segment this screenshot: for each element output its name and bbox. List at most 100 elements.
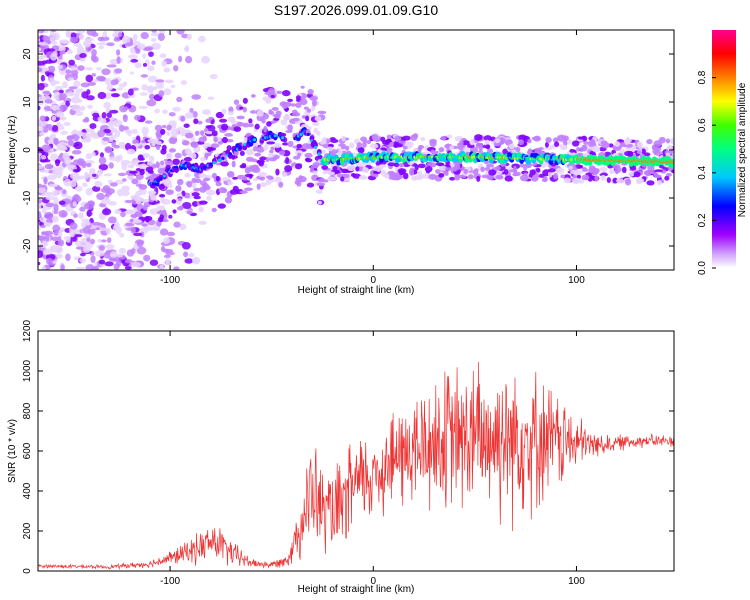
spectrogram-cell: [314, 116, 322, 122]
spectrogram-cell: [71, 104, 81, 111]
spectrogram-cell: [85, 152, 93, 160]
spectrogram-cell: [665, 172, 672, 177]
spectrogram-cell: [42, 35, 51, 42]
spectrogram-cell: [294, 163, 303, 170]
spectrogram-cell: [50, 153, 59, 162]
spectrogram-x-ticks: -100 0 100: [160, 30, 585, 286]
spectrogram-cell: [205, 118, 212, 123]
spectrogram-cell: [38, 67, 43, 73]
spectrogram-cell: [44, 98, 53, 104]
spectrogram-cell: [39, 115, 46, 122]
spectrogram-cell: [85, 187, 93, 196]
spectrogram-cell: [72, 168, 80, 173]
spectrogram-cell: [649, 170, 655, 175]
spectrogram-cell: [107, 136, 114, 143]
spectrogram-cell: [654, 169, 663, 173]
spectrogram-cell: [54, 111, 65, 118]
spectrogram-cell: [269, 149, 274, 154]
spectrogram-cell: [87, 104, 93, 110]
spectrogram-cell: [280, 119, 288, 126]
spectrogram-cell: [110, 79, 118, 86]
spectrogram-cell: [38, 42, 48, 46]
spectrogram-cell: [153, 85, 158, 91]
spectrogram-cell: [499, 140, 505, 145]
spectrogram-cell: [157, 33, 165, 41]
spectrogram-cell: [97, 91, 107, 100]
spectrogram-cell: [394, 143, 403, 148]
spectrogram-cell: [646, 180, 655, 186]
spectrogram-cell: [545, 137, 552, 143]
spectrogram-cell: [242, 144, 248, 151]
spectrogram-cell: [72, 201, 77, 207]
spectrogram-cell: [151, 173, 157, 177]
spectrogram-cell: [295, 102, 302, 108]
spectrogram-cell: [55, 253, 63, 259]
spectrogram-cell: [386, 134, 392, 140]
spectrogram-cell: [614, 167, 620, 175]
spectrogram-cell: [161, 60, 167, 67]
spectrogram-cell: [366, 139, 372, 145]
spectrogram-cell: [160, 148, 167, 155]
spectrogram-cell: [133, 158, 138, 165]
spectrogram-cell: [183, 251, 189, 258]
spectrogram-cell: [48, 183, 59, 188]
spectrogram-cell: [59, 39, 69, 44]
spectrogram-cell: [440, 136, 447, 141]
spectrogram-cell: [159, 176, 163, 181]
spectrogram-cell: [239, 150, 245, 156]
spectrogram-cell: [136, 43, 146, 50]
spectrogram-cell: [211, 130, 218, 137]
spectrogram-cell: [417, 163, 426, 169]
spectrogram-cell: [198, 136, 207, 143]
spectrogram-cell: [45, 257, 53, 265]
spectrogram-cell: [306, 182, 315, 188]
spectrogram-cell: [118, 83, 127, 88]
spectrogram-cell: [191, 192, 200, 197]
spectrogram-cell: [250, 110, 257, 114]
spectrogram-cell: [83, 233, 92, 238]
spectrogram-cell: [206, 146, 212, 152]
spectrogram-cell: [179, 223, 187, 231]
spectrogram-cell: [266, 141, 276, 145]
spectrogram-cell: [671, 169, 674, 174]
spectrogram-cell: [116, 189, 124, 197]
spectrogram-cell: [103, 173, 112, 177]
spectrogram-y-tick-label: -20: [22, 238, 33, 253]
spectrogram-cell: [56, 187, 63, 191]
spectrogram-cell: [164, 160, 174, 167]
spectrogram-cell: [82, 242, 90, 249]
spectrogram-cell: [89, 127, 95, 135]
spectrogram-cell: [142, 204, 148, 211]
spectrogram-cell: [51, 115, 57, 121]
spectrogram-cell: [221, 156, 225, 160]
spectrogram-cell: [40, 155, 47, 160]
spectrogram-cell: [162, 109, 168, 114]
spectrogram-cell: [176, 30, 185, 35]
spectrogram-cell: [148, 51, 154, 57]
spectrogram-cell: [358, 175, 368, 180]
spectrogram-cell: [114, 179, 125, 185]
spectrogram-cell: [205, 125, 212, 129]
spectrogram-cell: [54, 159, 61, 164]
spectrogram-cell: [77, 131, 85, 137]
spectrogram-cell: [106, 42, 115, 47]
spectrogram-cell: [50, 30, 57, 33]
spectrogram-cell: [58, 89, 64, 94]
spectrogram-cell: [109, 182, 118, 187]
spectrogram-cell: [502, 148, 508, 156]
spectrogram-cell: [519, 174, 529, 182]
spectrogram-cell: [158, 193, 166, 198]
spectrogram-cell: [124, 199, 133, 204]
spectrogram-cell: [125, 222, 134, 227]
spectrogram-cell: [297, 152, 302, 158]
spectrogram-cell: [62, 81, 68, 89]
spectrogram-cell: [260, 182, 267, 188]
spectrogram-cell: [45, 234, 50, 242]
spectrogram-cell: [494, 138, 501, 144]
spectrogram-cell: [614, 141, 620, 148]
spectrogram-cell: [207, 96, 215, 101]
spectrogram-cell: [47, 65, 56, 73]
spectrogram-cell: [438, 165, 448, 171]
spectrogram-cell: [69, 222, 78, 230]
spectrogram-cell: [171, 123, 177, 129]
